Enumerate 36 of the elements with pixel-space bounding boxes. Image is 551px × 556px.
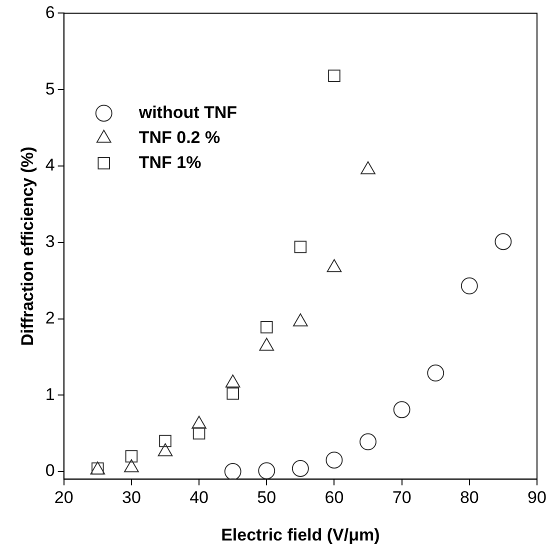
point bbox=[226, 387, 239, 400]
x-tick-label: 50 bbox=[257, 488, 276, 508]
x-tick-label: 70 bbox=[392, 488, 412, 508]
point bbox=[326, 452, 343, 469]
x-tick-label: 90 bbox=[528, 488, 546, 508]
y-tick-label: 0 bbox=[45, 461, 55, 480]
point bbox=[360, 433, 377, 450]
point bbox=[159, 434, 172, 448]
point bbox=[224, 463, 242, 480]
legend-label: TNF 1% bbox=[138, 152, 202, 172]
point bbox=[393, 401, 410, 418]
point bbox=[427, 364, 444, 382]
y-tick-label: 3 bbox=[45, 232, 55, 252]
point bbox=[460, 277, 478, 294]
x-tick-label: 60 bbox=[324, 488, 344, 508]
point bbox=[125, 450, 138, 462]
y-tick-label: 2 bbox=[45, 308, 55, 328]
y-tick-label: 4 bbox=[45, 156, 55, 175]
y-tick-label: 6 bbox=[45, 2, 55, 22]
x-tick-label: 30 bbox=[122, 488, 141, 508]
x-axis-title: Electric field (V/μm) bbox=[221, 525, 380, 544]
x-tick-label: 80 bbox=[460, 488, 479, 508]
point bbox=[494, 233, 512, 250]
y-tick-label: 5 bbox=[45, 79, 55, 98]
point bbox=[258, 462, 276, 480]
y-axis-title: Diffraction efficiency (%) bbox=[18, 146, 37, 346]
x-tick-label: 40 bbox=[190, 488, 208, 508]
legend-label: without TNF bbox=[138, 102, 238, 122]
y-tick-label: 1 bbox=[45, 384, 55, 404]
point bbox=[328, 70, 340, 82]
x-tick-label: 20 bbox=[54, 488, 74, 508]
legend-label: TNF 0.2 % bbox=[138, 128, 220, 147]
point bbox=[192, 427, 206, 440]
point bbox=[294, 240, 307, 254]
point bbox=[260, 321, 273, 334]
point bbox=[292, 460, 309, 478]
